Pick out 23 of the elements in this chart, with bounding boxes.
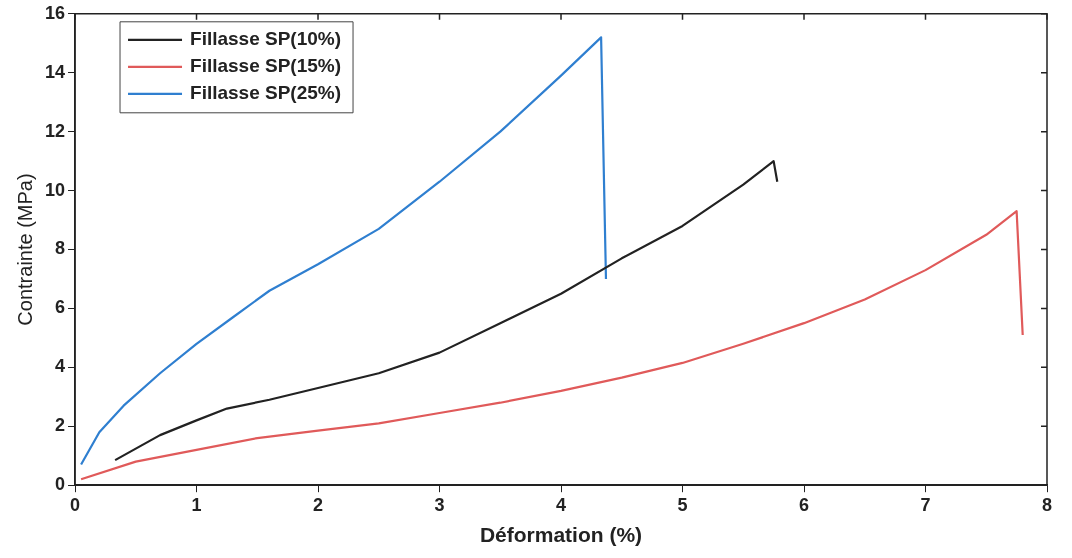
x-tick-label: 5 — [677, 494, 688, 515]
legend-label: Fillasse SP(25%) — [190, 82, 342, 104]
y-tick-label: 6 — [55, 297, 66, 318]
y-axis-title: Contrainte (MPa) — [13, 173, 36, 326]
legend-label: Fillasse SP(10%) — [190, 28, 342, 50]
y-tick-label: 0 — [55, 474, 66, 495]
x-tick-label: 4 — [556, 494, 567, 515]
x-tick-label: 6 — [799, 494, 810, 515]
y-tick-label: 8 — [55, 238, 66, 259]
x-tick-label: 7 — [920, 494, 931, 515]
x-tick-label: 0 — [70, 494, 81, 515]
y-tick-label: 16 — [44, 2, 66, 23]
y-tick-label: 4 — [55, 356, 66, 377]
x-tick-label: 3 — [434, 494, 445, 515]
y-tick-label: 2 — [55, 415, 66, 436]
legend-label: Fillasse SP(15%) — [190, 55, 342, 77]
x-tick-label: 2 — [313, 494, 324, 515]
x-tick-label: 1 — [191, 494, 202, 515]
y-tick-label: 10 — [44, 179, 66, 200]
y-tick-label: 12 — [44, 120, 66, 141]
y-tick-label: 14 — [44, 61, 66, 82]
x-axis-title: Déformation (%) — [479, 523, 643, 547]
x-tick-label: 8 — [1041, 494, 1053, 515]
